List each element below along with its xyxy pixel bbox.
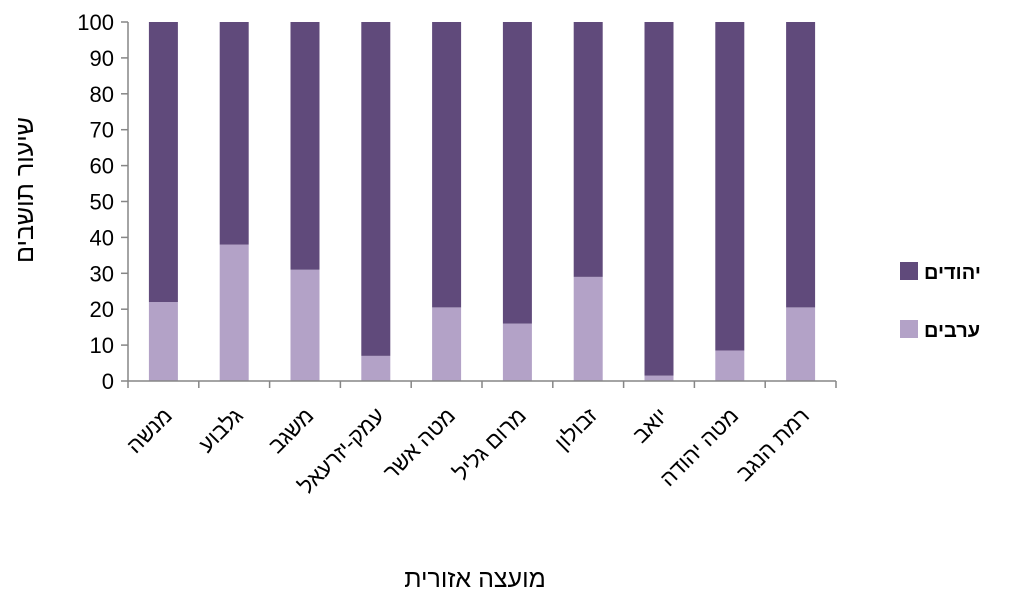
y-tick-label: 90 (90, 46, 114, 71)
bar-segment-jews (432, 22, 462, 308)
bar-segment-jews (361, 22, 391, 356)
bar-segment-arabs (502, 323, 532, 381)
x-category-label: זבולון (550, 403, 602, 455)
bar-segment-jews (573, 22, 603, 277)
bar-segment-arabs (715, 350, 745, 381)
bar-segment-jews (715, 22, 745, 351)
x-category-label: משגב (263, 403, 318, 458)
bar-segment-arabs (432, 307, 462, 381)
x-category-label: מטה יהודה (655, 403, 743, 491)
y-tick-label: 50 (90, 190, 114, 215)
bar-segment-arabs (290, 269, 320, 381)
bar-segment-jews (148, 22, 178, 303)
y-tick-label: 0 (102, 369, 114, 394)
y-tick-label: 20 (90, 297, 114, 322)
bar-segment-arabs (361, 355, 391, 381)
x-category-label: מטה אשר (378, 403, 460, 485)
bar-segment-jews (502, 22, 532, 324)
y-tick-label: 80 (90, 82, 114, 107)
bar-segment-jews (290, 22, 320, 270)
x-category-label: רמת הנגב (731, 403, 814, 486)
bar-segment-arabs (148, 302, 178, 381)
plot-area (148, 22, 816, 381)
y-axis-ticks: 0 10 20 30 40 50 60 70 80 90 100 (77, 10, 128, 394)
bar-segment-jews (786, 22, 816, 308)
y-tick-label: 100 (77, 10, 114, 35)
legend-swatch-arabs (900, 320, 918, 338)
bar-segment-arabs (219, 244, 249, 381)
bar-segment-jews (219, 22, 249, 245)
y-tick-label: 60 (90, 154, 114, 179)
y-tick-label: 10 (90, 333, 114, 358)
y-tick-label: 70 (90, 118, 114, 143)
bar-segment-arabs (573, 276, 603, 381)
legend: יהודים ערבים (900, 262, 981, 342)
bar-segment-jews (644, 22, 674, 376)
x-category-label: יואב (628, 403, 673, 448)
x-category-label: מרום גליל (449, 403, 531, 485)
legend-swatch-jews (900, 262, 918, 280)
y-axis-title: שיעור תושבים (11, 117, 39, 263)
legend-label-jews: יהודים (924, 262, 981, 284)
x-axis-title: מועצה אזורית (404, 565, 546, 593)
x-category-label: מנשה (122, 403, 177, 458)
bar-segment-arabs (644, 375, 674, 381)
y-tick-label: 40 (90, 225, 114, 250)
x-category-label: גלבוע (193, 403, 247, 457)
legend-label-arabs: ערבים (924, 320, 980, 342)
y-tick-label: 30 (90, 261, 114, 286)
bar-segment-arabs (786, 307, 816, 381)
